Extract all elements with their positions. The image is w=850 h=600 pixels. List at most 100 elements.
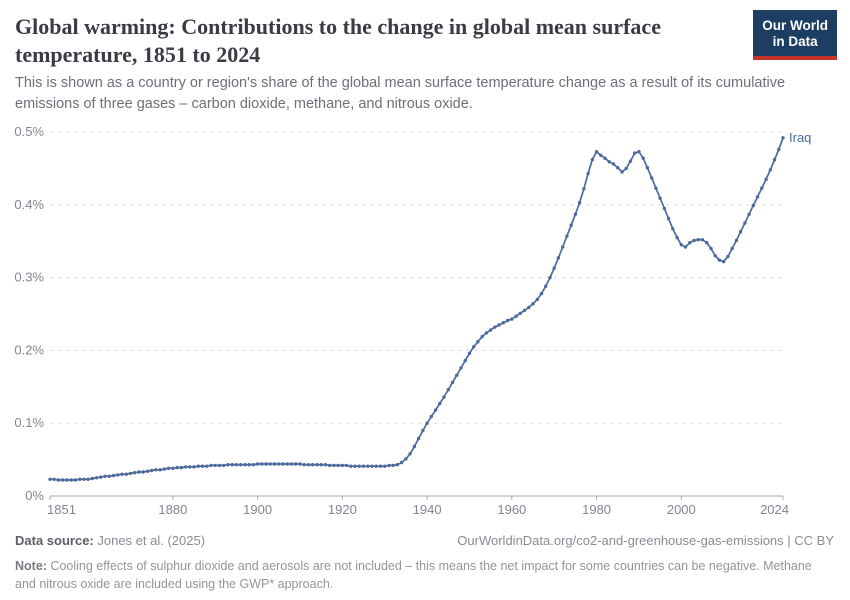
data-point-marker[interactable] [535,297,539,302]
data-point-marker[interactable] [205,464,209,468]
data-point-marker[interactable] [99,475,103,479]
data-point-marker[interactable] [624,166,628,171]
data-point-marker[interactable] [764,177,768,181]
data-point-marker[interactable] [94,476,99,480]
data-point-marker[interactable] [700,238,705,242]
data-point-marker[interactable] [658,196,662,200]
data-point-marker[interactable] [539,291,544,296]
data-point-marker[interactable] [175,465,179,470]
data-point-marker[interactable] [234,463,239,467]
data-point-marker[interactable] [713,254,717,258]
data-point-marker[interactable] [86,477,90,481]
data-point-marker[interactable] [255,462,260,466]
data-point-marker[interactable] [633,151,637,155]
data-point-marker[interactable] [577,200,582,205]
data-point-marker[interactable] [628,159,633,163]
data-point-marker[interactable] [476,340,480,344]
data-point-marker[interactable] [52,477,56,481]
data-point-marker[interactable] [370,464,374,468]
data-point-marker[interactable] [514,314,518,318]
data-point-marker[interactable] [556,256,561,260]
data-point-marker[interactable] [772,158,777,162]
data-point-marker[interactable] [654,186,658,190]
data-point-marker[interactable] [429,414,433,419]
data-point-marker[interactable] [209,463,213,468]
data-point-marker[interactable] [128,471,133,476]
data-point-marker[interactable] [544,284,548,288]
data-point-marker[interactable] [717,258,722,262]
data-point-marker[interactable] [366,464,370,468]
data-point-marker[interactable] [217,463,222,468]
data-point-marker[interactable] [196,464,200,468]
data-point-marker[interactable] [611,162,616,166]
data-point-marker[interactable] [768,168,772,172]
data-point-marker[interactable] [323,463,328,467]
data-point-marker[interactable] [438,401,442,406]
line-chart[interactable]: 0% 0.1% 0.2% 0.3% 0.4% 0.5% 1851 1880 1900 1920 19… [0,118,850,530]
data-point-marker[interactable] [222,463,226,468]
data-point-marker[interactable] [277,462,281,466]
data-point-marker[interactable] [188,465,192,469]
data-point-marker[interactable] [73,478,78,482]
data-point-marker[interactable] [505,318,510,323]
data-point-marker[interactable] [446,388,450,392]
data-point-marker[interactable] [531,302,535,306]
data-point-marker[interactable] [527,305,531,310]
data-point-marker[interactable] [145,469,150,473]
data-point-marker[interactable] [730,246,734,251]
data-point-marker[interactable] [247,463,251,467]
data-point-marker[interactable] [459,366,463,370]
data-point-marker[interactable] [243,463,247,467]
data-point-marker[interactable] [425,421,429,425]
data-point-marker[interactable] [679,243,683,247]
data-point-marker[interactable] [662,206,667,211]
data-point-marker[interactable] [357,464,361,468]
data-point-marker[interactable] [192,465,196,469]
data-point-marker[interactable] [200,464,205,468]
data-point-marker[interactable] [594,150,599,154]
data-point-marker[interactable] [590,158,594,162]
data-point-marker[interactable] [488,328,493,332]
data-point-marker[interactable] [650,176,654,180]
data-point-marker[interactable] [124,472,128,476]
data-point-marker[interactable] [107,474,112,478]
data-point-marker[interactable] [493,325,497,329]
data-point-marker[interactable] [573,212,578,216]
data-point-marker[interactable] [620,170,624,174]
data-point-marker[interactable] [599,153,603,157]
data-point-marker[interactable] [65,478,69,482]
data-point-marker[interactable] [311,463,315,467]
data-point-marker[interactable] [344,463,349,468]
data-point-marker[interactable] [387,463,391,468]
data-point-marker[interactable] [272,462,277,466]
data-point-marker[interactable] [561,245,565,249]
data-point-marker[interactable] [455,373,459,377]
data-point-marker[interactable] [353,464,357,468]
data-point-marker[interactable] [82,477,86,481]
data-point-marker[interactable] [361,464,366,468]
data-point-marker[interactable] [501,321,506,325]
data-point-marker[interactable] [755,195,760,199]
data-point-marker[interactable] [298,462,302,466]
data-point-marker[interactable] [179,465,183,470]
data-point-marker[interactable] [90,476,95,481]
data-point-marker[interactable] [166,466,171,470]
data-point-marker[interactable] [416,436,421,441]
data-point-marker[interactable] [141,470,145,474]
data-point-marker[interactable] [738,230,743,234]
data-point-marker[interactable] [285,462,289,466]
data-point-marker[interactable] [154,468,158,472]
data-point-marker[interactable] [421,428,425,433]
data-point-marker[interactable] [378,464,383,468]
data-point-marker[interactable] [777,147,781,152]
data-point-marker[interactable] [522,308,527,313]
data-point-marker[interactable] [412,444,417,449]
data-point-marker[interactable] [374,464,378,468]
data-point-marker[interactable] [586,171,590,176]
data-point-marker[interactable] [552,266,556,270]
data-point-marker[interactable] [760,186,764,190]
data-point-marker[interactable] [137,470,141,474]
data-point-marker[interactable] [289,462,294,466]
data-point-marker[interactable] [315,463,319,467]
data-point-marker[interactable] [671,227,675,231]
